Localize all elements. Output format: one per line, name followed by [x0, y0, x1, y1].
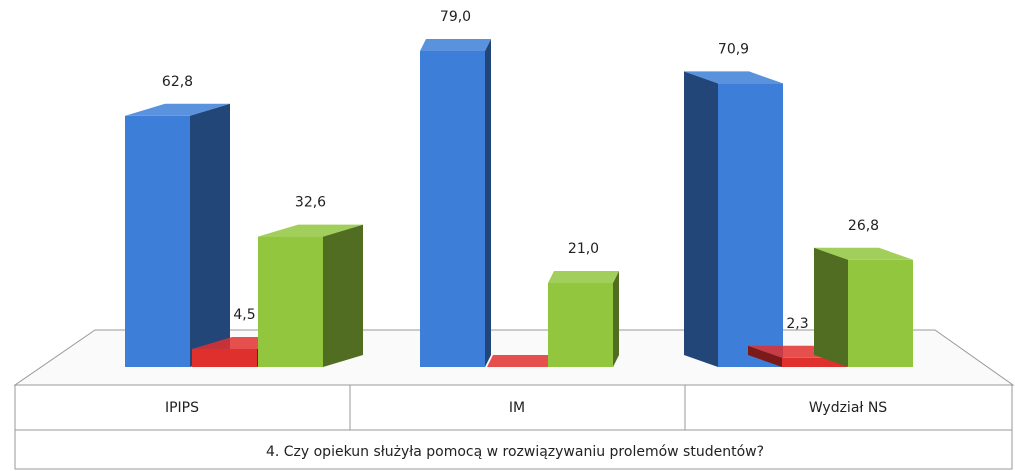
- x-tick-label: IPIPS: [165, 400, 199, 416]
- bar-side: [485, 39, 491, 367]
- bar: [192, 349, 257, 367]
- chart-title: 4. Czy opiekun służyła pomocą w rozwiązy…: [266, 444, 764, 460]
- bar-top: [487, 355, 558, 367]
- x-tick-label: IM: [509, 400, 525, 416]
- bar-side: [748, 345, 782, 367]
- bar: [125, 115, 190, 367]
- bar-top: [548, 271, 619, 283]
- bar-side: [613, 271, 619, 367]
- data-label: 70,9: [718, 41, 749, 57]
- bar-top: [814, 247, 913, 260]
- category-table: [14, 384, 1013, 470]
- bar: [420, 51, 485, 367]
- bar-side: [323, 224, 363, 367]
- bar: [782, 357, 847, 367]
- bar-top: [258, 224, 363, 237]
- bar-side: [190, 103, 230, 368]
- bar-side: [814, 247, 848, 367]
- bar: [258, 236, 323, 367]
- bar: [548, 283, 613, 367]
- bar-top: [420, 39, 491, 51]
- data-label: 26,8: [848, 218, 879, 234]
- data-label: 21,0: [568, 241, 599, 257]
- x-tick-label: Wydział NS: [809, 400, 887, 416]
- bar-top: [125, 103, 230, 116]
- data-label: 79,0: [440, 9, 471, 25]
- bar-side: [684, 71, 718, 368]
- data-label: 2,3: [786, 316, 808, 332]
- data-label: 62,8: [162, 74, 193, 90]
- bar-top: [684, 71, 783, 84]
- bar: [848, 259, 913, 367]
- bar: [718, 83, 783, 368]
- data-label: 32,6: [295, 195, 326, 211]
- data-label: 4,5: [233, 307, 255, 323]
